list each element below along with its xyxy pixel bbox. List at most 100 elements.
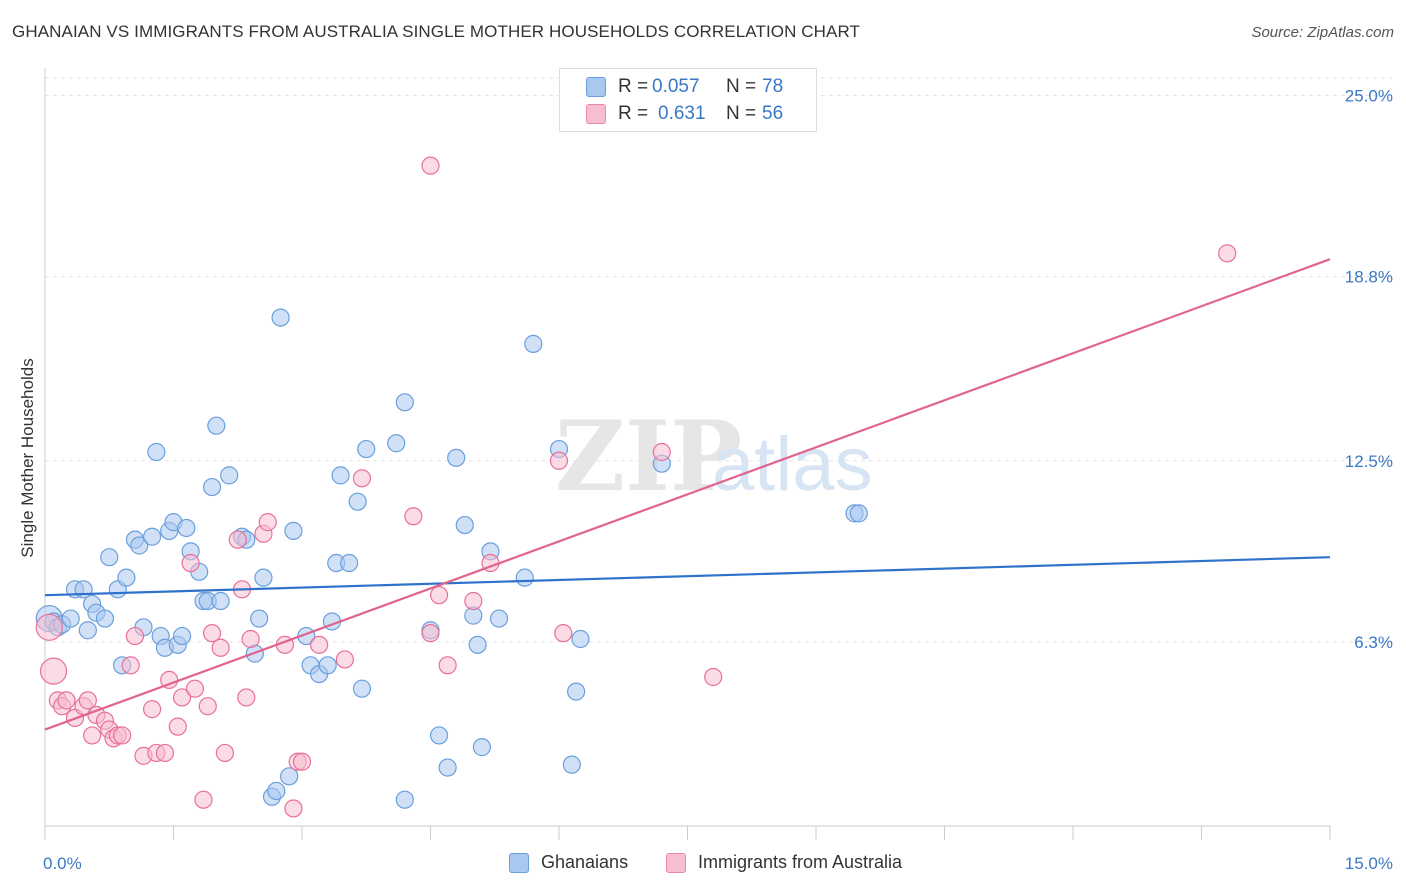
chart-title: GHANAIAN VS IMMIGRANTS FROM AUSTRALIA SI… xyxy=(12,22,861,41)
data-point xyxy=(211,638,230,657)
data-point xyxy=(357,439,376,459)
data-point xyxy=(280,767,299,786)
data-point xyxy=(464,591,483,611)
data-point xyxy=(202,477,222,497)
data-point xyxy=(202,624,222,643)
data-point xyxy=(472,738,491,757)
data-point xyxy=(438,758,457,777)
data-point xyxy=(220,466,239,485)
svg-text:ZIP: ZIP xyxy=(555,400,742,513)
gridlines xyxy=(45,77,1392,643)
data-point xyxy=(117,568,136,587)
trend-line-ghanaians xyxy=(44,556,1331,597)
data-point xyxy=(447,448,466,467)
data-point xyxy=(142,700,162,719)
data-point xyxy=(421,156,440,175)
data-point xyxy=(571,629,590,649)
data-point xyxy=(567,682,586,701)
data-point xyxy=(318,656,337,675)
legend-swatch-blue xyxy=(586,77,606,97)
watermark: ZIP atlas xyxy=(555,400,873,513)
legend-r-label: R = xyxy=(618,103,649,124)
data-point xyxy=(652,442,671,462)
data-point xyxy=(271,308,290,327)
data-point xyxy=(468,635,487,654)
legend-swatch-pink xyxy=(666,852,686,873)
trend-lines xyxy=(44,258,1331,731)
data-point xyxy=(704,667,723,687)
source-label: Source: ZipAtlas.com xyxy=(1251,24,1394,41)
legend-r-label: R = xyxy=(618,76,649,97)
data-point xyxy=(211,591,230,611)
data-point xyxy=(549,451,569,470)
y-tick-label: 18.8% xyxy=(1345,268,1393,287)
data-point xyxy=(455,515,474,535)
bottom-legend: Ghanaians Immigrants from Australia xyxy=(0,852,1406,876)
data-point xyxy=(310,635,329,654)
data-point xyxy=(429,726,449,745)
legend-swatch-blue xyxy=(509,852,529,873)
data-point xyxy=(292,752,312,771)
legend-n-label: N = xyxy=(726,103,757,124)
legend-n-value: 56 xyxy=(762,103,784,124)
data-point xyxy=(83,726,102,745)
data-point xyxy=(387,434,406,453)
x-tick-label: 0.0% xyxy=(43,854,82,873)
legend-row-immigrants: R = 0.631 N = 56 xyxy=(586,102,783,126)
data-point xyxy=(335,650,354,669)
tick-labels: 25.0% 18.8% 12.5% 6.3% 0.0% 15.0% xyxy=(43,87,1393,873)
data-point xyxy=(181,553,200,573)
data-point xyxy=(331,466,350,485)
data-point xyxy=(130,536,149,555)
legend-label: Ghanaians xyxy=(541,852,629,872)
data-point xyxy=(421,624,440,643)
data-point xyxy=(121,656,140,675)
data-point xyxy=(95,609,115,628)
data-point xyxy=(254,568,273,587)
data-point xyxy=(142,527,162,546)
data-point xyxy=(78,621,97,640)
data-point xyxy=(172,626,192,646)
data-point xyxy=(395,393,414,412)
data-point xyxy=(100,548,119,567)
legend-r-value: 0.057 xyxy=(652,76,700,97)
axes xyxy=(44,68,1331,840)
data-point xyxy=(562,755,581,774)
legend-item-ghanaians: Ghanaians xyxy=(509,852,628,873)
data-point xyxy=(125,626,145,646)
data-point xyxy=(429,586,449,605)
data-point xyxy=(395,790,414,809)
data-point xyxy=(340,553,359,573)
legend-swatch-pink xyxy=(586,104,606,124)
data-point xyxy=(352,469,372,488)
legend-item-immigrants: Immigrants from Australia xyxy=(666,852,902,873)
data-point xyxy=(78,691,97,710)
data-point xyxy=(554,624,573,643)
data-point xyxy=(250,609,269,628)
data-point xyxy=(177,518,196,538)
y-tick-label: 25.0% xyxy=(1345,87,1393,106)
data-point xyxy=(284,799,303,818)
data-point xyxy=(515,568,534,587)
legend-row-ghanaians: R = 0.057 N = 78 xyxy=(586,75,783,99)
legend-r-value: 0.631 xyxy=(658,103,706,124)
data-point xyxy=(438,656,457,675)
x-tick-label: 15.0% xyxy=(1345,854,1393,873)
data-point xyxy=(39,657,68,685)
data-point xyxy=(35,613,63,641)
data-point xyxy=(228,530,247,549)
legend-n-label: N = xyxy=(726,76,757,97)
data-point xyxy=(258,513,277,532)
data-point xyxy=(198,697,217,716)
data-point xyxy=(112,726,132,745)
legend-n-value: 78 xyxy=(762,76,784,97)
data-point xyxy=(489,609,509,628)
legend-label: Immigrants from Australia xyxy=(698,852,903,872)
data-point xyxy=(237,688,256,707)
data-point xyxy=(1218,244,1237,263)
data-point xyxy=(168,717,187,736)
data-point xyxy=(267,781,286,801)
data-point xyxy=(207,416,226,435)
y-tick-label: 12.5% xyxy=(1345,452,1393,471)
